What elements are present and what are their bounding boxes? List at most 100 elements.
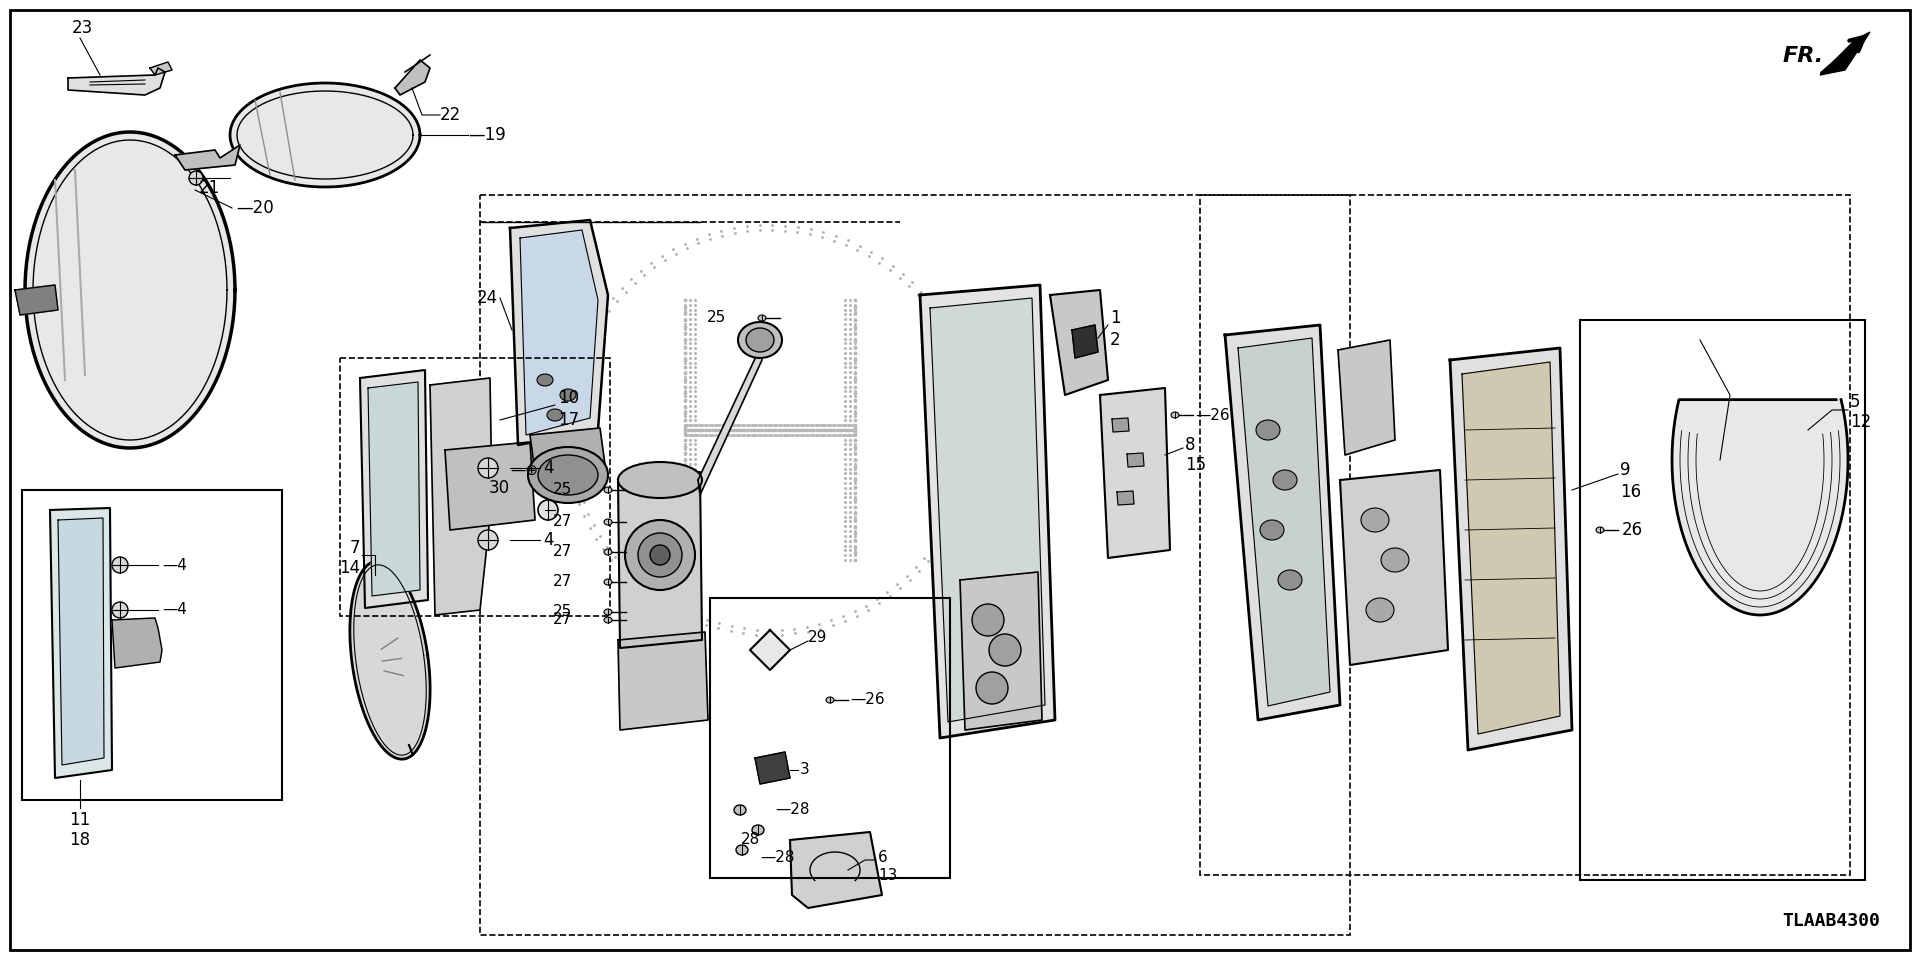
Ellipse shape (737, 322, 781, 358)
Polygon shape (430, 378, 492, 615)
Polygon shape (396, 60, 430, 95)
Polygon shape (511, 220, 609, 445)
Text: TLAAB4300: TLAAB4300 (1782, 912, 1880, 930)
Polygon shape (1672, 399, 1847, 615)
Polygon shape (1238, 338, 1331, 706)
Text: —4: —4 (161, 558, 186, 572)
Text: 2: 2 (1110, 331, 1121, 349)
Polygon shape (1225, 325, 1340, 720)
Text: 6: 6 (877, 851, 887, 866)
Polygon shape (230, 83, 420, 187)
Ellipse shape (1273, 470, 1298, 490)
Ellipse shape (188, 171, 204, 185)
Text: —⊕: —⊕ (511, 463, 538, 477)
Ellipse shape (605, 519, 612, 525)
Polygon shape (1112, 418, 1129, 432)
Text: 30: 30 (490, 479, 511, 497)
Bar (1200, 195, 1851, 875)
Polygon shape (15, 285, 58, 315)
Polygon shape (1820, 32, 1870, 75)
Ellipse shape (1361, 508, 1388, 532)
Text: 3: 3 (801, 762, 810, 778)
Text: 9: 9 (1620, 461, 1630, 479)
Ellipse shape (972, 604, 1004, 636)
Text: 11: 11 (69, 811, 90, 829)
Text: 27: 27 (553, 574, 572, 589)
Ellipse shape (478, 530, 497, 550)
Text: 5: 5 (1851, 393, 1860, 411)
Text: 1: 1 (1110, 309, 1121, 327)
Text: 13: 13 (877, 869, 897, 883)
Ellipse shape (561, 389, 576, 401)
Text: FR.: FR. (1784, 46, 1824, 66)
Ellipse shape (975, 672, 1008, 704)
Ellipse shape (1380, 548, 1409, 572)
Ellipse shape (1171, 412, 1179, 418)
Polygon shape (1071, 325, 1098, 358)
Ellipse shape (618, 462, 703, 498)
Text: 28: 28 (741, 832, 760, 848)
Polygon shape (520, 230, 597, 435)
Polygon shape (175, 145, 240, 170)
Ellipse shape (989, 634, 1021, 666)
Polygon shape (361, 370, 428, 608)
Bar (710, 598, 950, 878)
Text: 18: 18 (69, 831, 90, 849)
Ellipse shape (605, 609, 612, 615)
Polygon shape (920, 285, 1054, 738)
Text: 25: 25 (707, 310, 726, 325)
Ellipse shape (605, 579, 612, 585)
Text: —26: —26 (851, 692, 885, 708)
Text: 10: 10 (559, 389, 580, 407)
Polygon shape (445, 442, 536, 530)
Text: 25: 25 (553, 483, 572, 497)
Ellipse shape (538, 455, 597, 495)
Ellipse shape (538, 500, 559, 520)
Polygon shape (755, 752, 789, 784)
Ellipse shape (753, 825, 764, 835)
Ellipse shape (735, 845, 749, 855)
Text: 4: 4 (543, 531, 553, 549)
Ellipse shape (1256, 420, 1281, 440)
Polygon shape (929, 298, 1044, 722)
Polygon shape (1100, 388, 1169, 558)
Polygon shape (50, 508, 111, 778)
Text: 8: 8 (1185, 436, 1196, 454)
Ellipse shape (637, 533, 682, 577)
Polygon shape (1338, 340, 1396, 455)
Polygon shape (1461, 362, 1559, 734)
Text: 24: 24 (476, 289, 497, 307)
Polygon shape (960, 572, 1043, 730)
Text: 23: 23 (73, 19, 94, 37)
Text: —20: —20 (236, 199, 275, 217)
Text: 14: 14 (338, 559, 361, 577)
Bar (480, 195, 1350, 935)
Polygon shape (1117, 491, 1135, 505)
Polygon shape (111, 618, 161, 668)
Ellipse shape (1365, 598, 1394, 622)
Polygon shape (751, 630, 789, 670)
Ellipse shape (758, 315, 766, 321)
Text: 25: 25 (553, 605, 572, 619)
Text: 27: 27 (553, 612, 572, 628)
Text: 27: 27 (553, 515, 572, 530)
Text: 22: 22 (440, 106, 461, 124)
Bar (21, 490, 282, 800)
Text: —26: —26 (1194, 407, 1229, 422)
Ellipse shape (528, 447, 609, 503)
Polygon shape (1127, 453, 1144, 467)
Polygon shape (1450, 348, 1572, 750)
Text: 4: 4 (543, 459, 553, 477)
Ellipse shape (111, 557, 129, 573)
Text: 12: 12 (1851, 413, 1872, 431)
Text: 15: 15 (1185, 456, 1206, 474)
Bar (340, 358, 611, 616)
Ellipse shape (605, 617, 612, 623)
Polygon shape (25, 132, 234, 448)
Polygon shape (150, 62, 173, 75)
Ellipse shape (826, 697, 833, 703)
Text: 16: 16 (1620, 483, 1642, 501)
Polygon shape (618, 472, 703, 648)
Text: 7: 7 (349, 539, 361, 557)
Ellipse shape (1260, 520, 1284, 540)
